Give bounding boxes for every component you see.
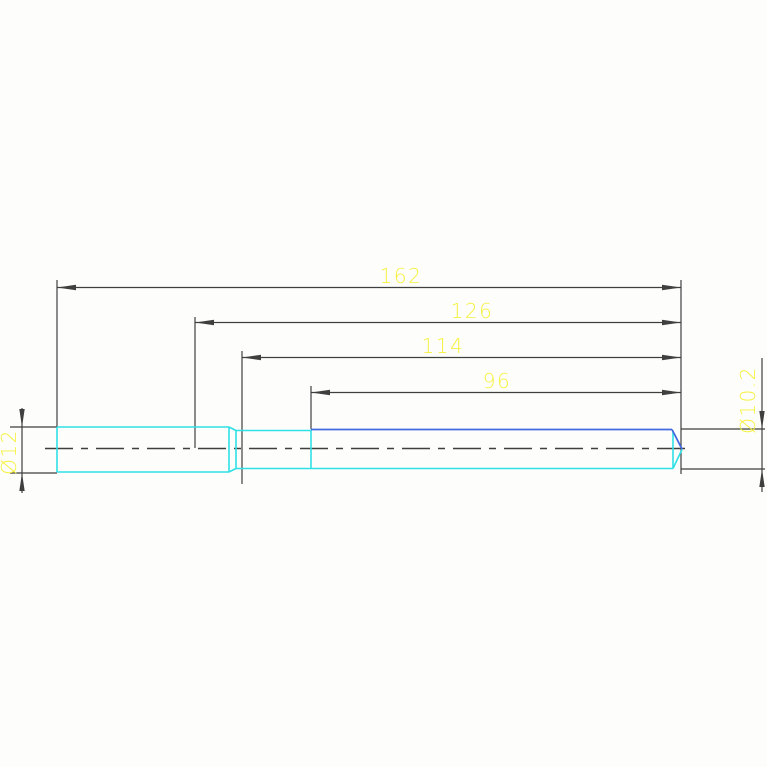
dimension-dia10-2[interactable]: Ø10.2 xyxy=(681,358,765,492)
dimension-value-162[interactable]: 162 xyxy=(380,264,423,288)
arrowhead-up-icon xyxy=(759,469,765,487)
arrowhead-right-icon xyxy=(662,354,681,361)
dimension-162[interactable]: 162 xyxy=(57,264,681,291)
part-outline[interactable] xyxy=(56,426,683,473)
arrowhead-left-icon xyxy=(195,319,214,326)
extension-lines xyxy=(56,280,682,484)
dimension-value-dia12[interactable]: Ø12 xyxy=(0,429,21,475)
dimension-value-126[interactable]: 126 xyxy=(451,299,494,323)
arrowhead-left-icon xyxy=(57,284,76,291)
neck-chamfer-bottom[interactable] xyxy=(228,467,237,473)
dimension-96[interactable]: 96 xyxy=(311,369,681,396)
arrowhead-down-icon xyxy=(19,409,25,427)
dimension-114[interactable]: 114 xyxy=(242,334,681,361)
neck-chamfer-top[interactable] xyxy=(228,426,237,432)
dimension-126[interactable]: 126 xyxy=(195,299,681,326)
tip-chamfer-bottom[interactable] xyxy=(672,449,683,469)
dimension-dia12[interactable]: Ø12 xyxy=(0,408,57,493)
arrowhead-right-icon xyxy=(662,389,681,396)
dimension-value-114[interactable]: 114 xyxy=(422,334,465,358)
arrowhead-right-icon xyxy=(662,284,681,291)
arrowhead-left-icon xyxy=(242,354,261,361)
dimension-value-96[interactable]: 96 xyxy=(483,369,511,393)
arrowhead-right-icon xyxy=(662,319,681,326)
arrowhead-down-icon xyxy=(759,411,765,429)
tip-chamfer-top[interactable] xyxy=(671,429,683,450)
arrowhead-left-icon xyxy=(311,389,330,396)
arrowhead-up-icon xyxy=(19,473,25,491)
dimension-value-dia10-2[interactable]: Ø10.2 xyxy=(736,366,760,434)
